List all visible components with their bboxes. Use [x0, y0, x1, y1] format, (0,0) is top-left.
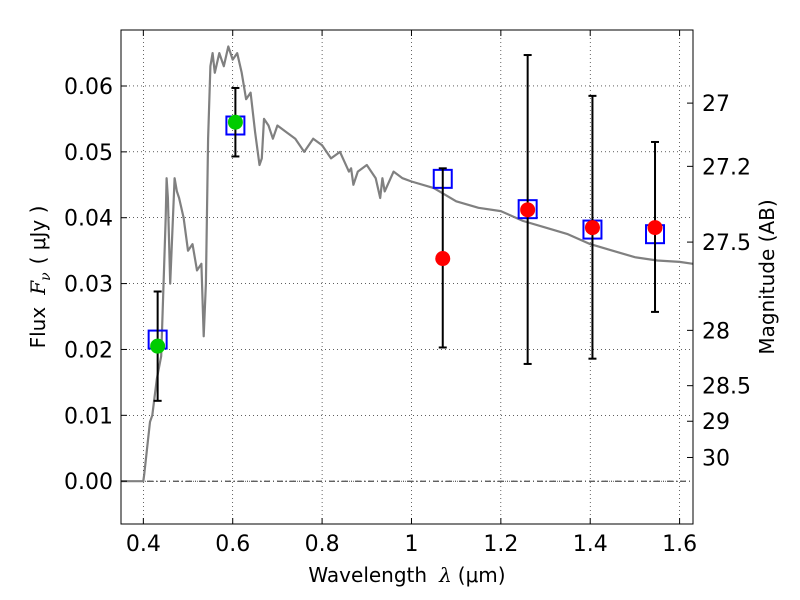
observed-point	[584, 220, 600, 236]
x-tick-label: 1.6	[662, 532, 697, 557]
mag-tick-label: 27	[702, 92, 730, 117]
mag-tick-label: 28	[702, 319, 730, 344]
x-tick-label: 0.8	[305, 532, 340, 557]
y-tick-label: 0.05	[64, 141, 113, 166]
spectrum-line	[121, 45, 693, 483]
x-tick-label: 1.2	[483, 532, 518, 557]
mag-tick-label: 29	[702, 410, 730, 435]
tick-labels: 0.4 0.6 0.8 1 1.2 1.4 1.6 0.00 0.01 0.02 0.03 0.04 0…	[64, 75, 751, 557]
x-axis-label: Wavelength λ (μm)	[308, 563, 505, 587]
x-tick-label: 0.6	[215, 532, 250, 557]
axis-ticks	[121, 30, 693, 524]
observed-point	[520, 202, 536, 218]
y-tick-label: 0.00	[64, 470, 113, 495]
x-tick-label: 1	[404, 532, 418, 557]
observed-point	[435, 251, 451, 267]
y-tick-label: 0.01	[64, 404, 113, 429]
model-squares	[147, 115, 666, 350]
y-tick-label: 0.04	[64, 207, 113, 232]
y-tick-label: 0.06	[64, 75, 113, 100]
y-axis-label: FluxFν( μJy )	[26, 206, 54, 349]
observed-points	[150, 114, 663, 354]
mag-tick-label: 27.2	[702, 155, 751, 180]
grid-lines	[121, 30, 693, 524]
y-tick-label: 0.03	[64, 273, 113, 298]
mag-tick-label: 28.5	[702, 375, 751, 400]
x-tick-label: 1.4	[573, 532, 608, 557]
plot-frame	[120, 29, 694, 525]
mag-tick-label: 30	[702, 446, 730, 471]
model-spectrum	[121, 45, 693, 483]
x-tick-label: 0.4	[126, 532, 161, 557]
observed-point	[150, 338, 166, 354]
mag-tick-label: 27.5	[702, 231, 751, 256]
observed-point	[647, 220, 663, 236]
y2-axis-label: Magnitude (AB)	[755, 199, 779, 354]
y-tick-label: 0.02	[64, 338, 113, 363]
observed-point	[227, 114, 243, 130]
